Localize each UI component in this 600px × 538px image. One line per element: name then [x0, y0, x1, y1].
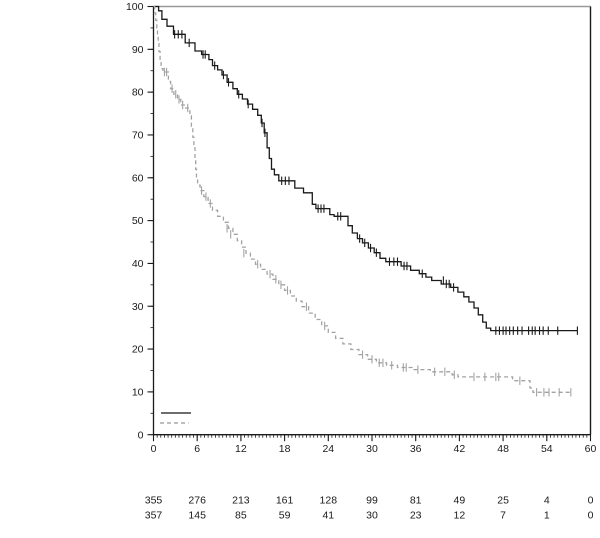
risk-count-arm-2-dashed: 1 — [544, 510, 550, 522]
risk-count-arm-2-dashed: 59 — [279, 510, 291, 522]
risk-count-arm-1-solid: 213 — [232, 495, 250, 507]
y-tick-label: 70 — [132, 130, 144, 142]
risk-count-arm-1-solid: 355 — [145, 495, 163, 507]
y-tick-label: 90 — [132, 44, 144, 56]
risk-count-arm-1-solid: 49 — [454, 495, 466, 507]
y-tick-label: 100 — [126, 1, 144, 13]
y-tick-label: 50 — [132, 215, 144, 227]
risk-count-arm-2-dashed: 357 — [145, 510, 163, 522]
risk-count-arm-1-solid: 81 — [410, 495, 422, 507]
x-tick-label: 30 — [366, 443, 378, 455]
y-tick-label: 40 — [132, 258, 144, 270]
risk-count-arm-1-solid: 161 — [276, 495, 294, 507]
x-tick-label: 54 — [541, 443, 553, 455]
risk-count-arm-1-solid: 4 — [544, 495, 550, 507]
risk-count-arm-2-dashed: 0 — [588, 510, 594, 522]
risk-count-arm-2-dashed: 23 — [410, 510, 422, 522]
x-tick-label: 0 — [151, 443, 157, 455]
risk-count-arm-1-solid: 25 — [497, 495, 509, 507]
risk-count-arm-1-solid: 99 — [366, 495, 378, 507]
x-tick-label: 36 — [410, 443, 422, 455]
risk-count-arm-2-dashed: 85 — [235, 510, 247, 522]
risk-count-arm-1-solid: 128 — [320, 495, 338, 507]
x-tick-label: 60 — [585, 443, 597, 455]
y-tick-label: 30 — [132, 301, 144, 313]
x-tick-label: 12 — [235, 443, 247, 455]
y-tick-label: 10 — [132, 386, 144, 398]
risk-count-arm-2-dashed: 30 — [366, 510, 378, 522]
risk-count-arm-2-dashed: 41 — [322, 510, 334, 522]
x-tick-label: 24 — [322, 443, 334, 455]
x-tick-label: 42 — [454, 443, 466, 455]
x-tick-label: 6 — [194, 443, 200, 455]
x-tick-label: 48 — [497, 443, 509, 455]
risk-count-arm-2-dashed: 7 — [500, 510, 506, 522]
risk-count-arm-1-solid: 276 — [188, 495, 206, 507]
y-tick-label: 0 — [138, 429, 144, 441]
y-tick-label: 20 — [132, 344, 144, 356]
y-tick-label: 60 — [132, 172, 144, 184]
survival-curve-arm-2-dashed — [153, 5, 572, 393]
risk-count-arm-2-dashed: 12 — [454, 510, 466, 522]
risk-count-arm-1-solid: 0 — [588, 495, 594, 507]
risk-count-arm-2-dashed: 145 — [188, 510, 206, 522]
x-tick-label: 18 — [279, 443, 291, 455]
y-tick-label: 80 — [132, 87, 144, 99]
